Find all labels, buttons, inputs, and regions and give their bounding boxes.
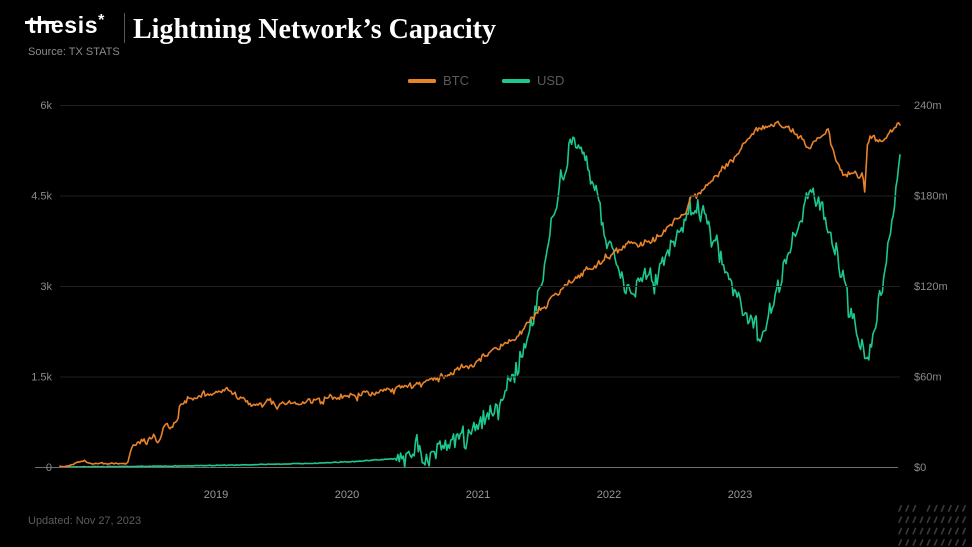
svg-text:2023: 2023 (728, 489, 752, 501)
svg-text:240m: 240m (914, 100, 942, 112)
svg-text:4.5k: 4.5k (31, 191, 52, 203)
svg-text:$60m: $60m (914, 372, 942, 384)
svg-text:1.5k: 1.5k (31, 372, 52, 384)
svg-text:$180m: $180m (914, 191, 948, 203)
svg-text:$0: $0 (914, 462, 926, 474)
svg-text:6k: 6k (40, 100, 52, 112)
svg-text:0: 0 (46, 462, 52, 474)
svg-text:2022: 2022 (597, 489, 621, 501)
svg-text:2021: 2021 (466, 489, 490, 501)
svg-text:3k: 3k (40, 281, 52, 293)
svg-text:2020: 2020 (335, 489, 359, 501)
svg-text:2019: 2019 (204, 489, 228, 501)
svg-text:$120m: $120m (914, 281, 948, 293)
